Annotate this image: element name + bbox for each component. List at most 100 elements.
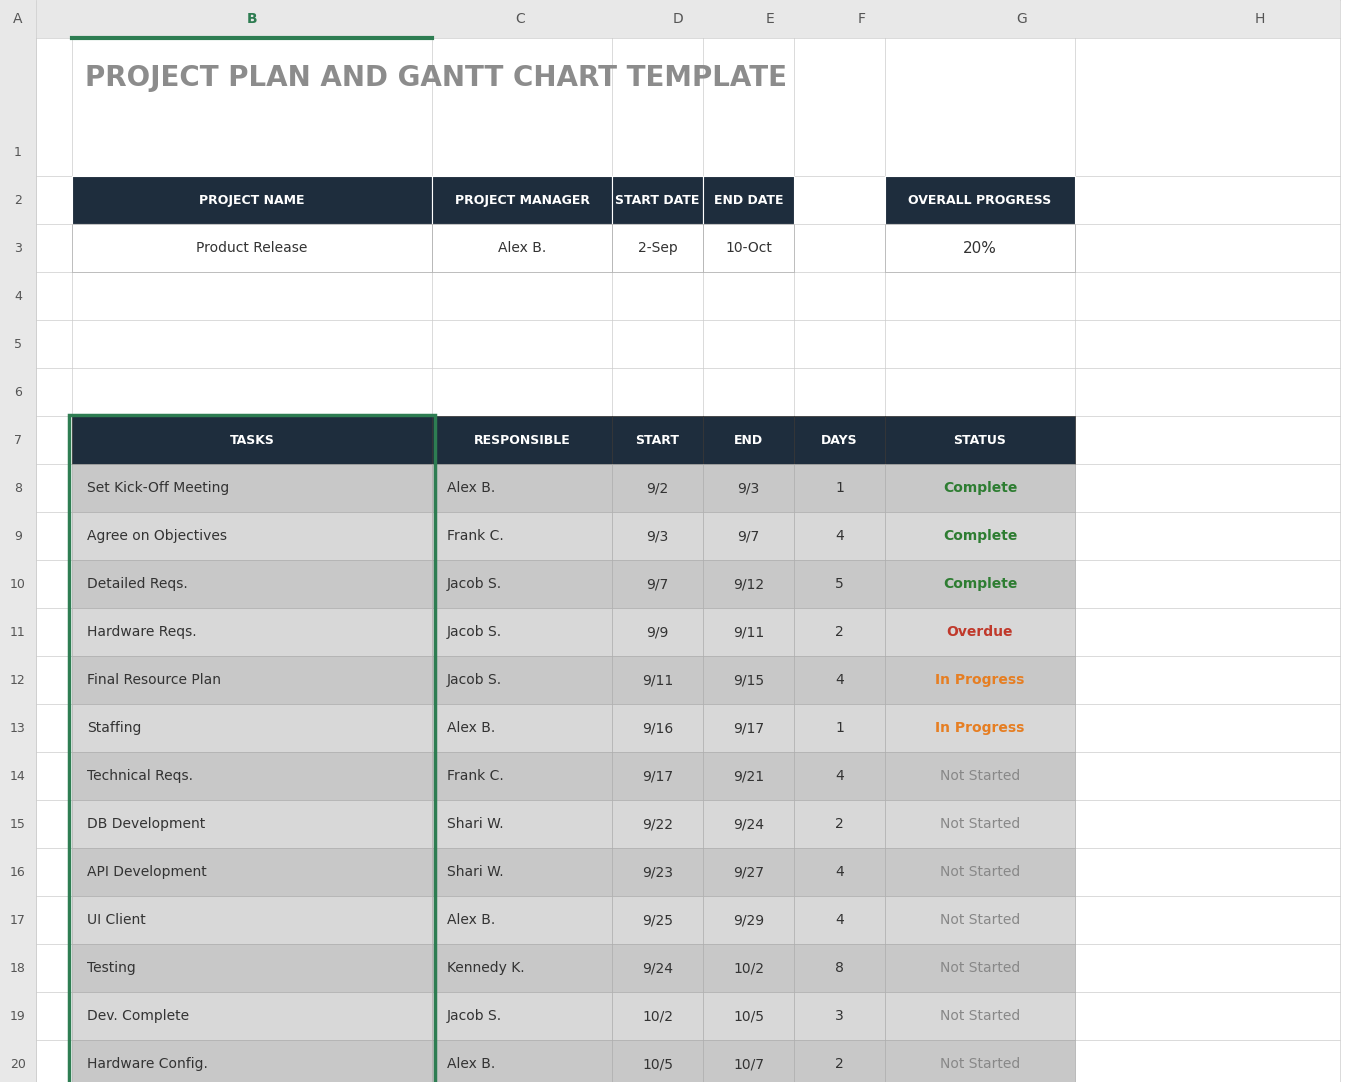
Text: Detailed Reqs.: Detailed Reqs. <box>86 577 188 591</box>
Text: 12: 12 <box>11 673 26 686</box>
Bar <box>612 752 703 800</box>
Bar <box>72 656 432 704</box>
Text: UI Client: UI Client <box>86 913 146 927</box>
Bar <box>703 992 794 1040</box>
Text: 9/16: 9/16 <box>641 721 674 735</box>
Bar <box>432 656 612 704</box>
Text: Product Release: Product Release <box>196 241 308 255</box>
Bar <box>612 704 703 752</box>
Text: 10/5: 10/5 <box>643 1057 674 1071</box>
Text: Overdue: Overdue <box>946 625 1014 639</box>
Text: 4: 4 <box>836 769 844 783</box>
Bar <box>886 944 1075 992</box>
Bar <box>794 464 886 512</box>
Text: 10/2: 10/2 <box>643 1010 674 1022</box>
Text: 10/5: 10/5 <box>733 1010 764 1022</box>
Text: 9/7: 9/7 <box>737 529 760 543</box>
Text: 11: 11 <box>11 625 26 638</box>
Text: PROJECT NAME: PROJECT NAME <box>200 194 305 207</box>
Bar <box>886 896 1075 944</box>
Bar <box>72 848 432 896</box>
Bar <box>703 176 794 224</box>
Bar <box>612 224 703 272</box>
Text: 10-Oct: 10-Oct <box>725 241 772 255</box>
Text: Not Started: Not Started <box>940 961 1021 975</box>
Bar <box>886 512 1075 560</box>
Bar <box>612 896 703 944</box>
Text: 16: 16 <box>11 866 26 879</box>
Bar <box>432 176 612 224</box>
Text: 4: 4 <box>14 290 22 303</box>
Text: 9/17: 9/17 <box>733 721 764 735</box>
Text: Alex B.: Alex B. <box>447 1057 495 1071</box>
Bar <box>432 224 612 272</box>
Text: 7: 7 <box>14 434 22 447</box>
Bar <box>432 800 612 848</box>
Text: Final Resource Plan: Final Resource Plan <box>86 673 221 687</box>
Text: 9/24: 9/24 <box>733 817 764 831</box>
Bar <box>703 704 794 752</box>
Text: 9/25: 9/25 <box>643 913 674 927</box>
Bar <box>703 415 794 464</box>
Text: C: C <box>516 12 525 26</box>
Text: API Development: API Development <box>86 865 207 879</box>
Text: 9/3: 9/3 <box>647 529 668 543</box>
Bar <box>612 992 703 1040</box>
Bar <box>703 512 794 560</box>
Bar <box>612 512 703 560</box>
Bar <box>794 415 886 464</box>
Bar <box>794 944 886 992</box>
Text: 9/27: 9/27 <box>733 865 764 879</box>
Text: Jacob S.: Jacob S. <box>447 625 502 639</box>
Bar <box>794 896 886 944</box>
Bar <box>886 704 1075 752</box>
Bar <box>72 896 432 944</box>
Text: Jacob S.: Jacob S. <box>447 673 502 687</box>
Bar <box>886 656 1075 704</box>
Bar <box>432 704 612 752</box>
Text: D: D <box>672 12 683 26</box>
Text: 9/15: 9/15 <box>733 673 764 687</box>
Text: 9/17: 9/17 <box>643 769 674 783</box>
Bar <box>432 848 612 896</box>
Text: Agree on Objectives: Agree on Objectives <box>86 529 227 543</box>
Bar <box>794 1040 886 1082</box>
Text: 9/24: 9/24 <box>643 961 674 975</box>
Text: 20: 20 <box>9 1057 26 1070</box>
Text: 17: 17 <box>9 913 26 926</box>
Bar <box>794 992 886 1040</box>
Bar <box>794 752 886 800</box>
Text: In Progress: In Progress <box>936 721 1025 735</box>
Text: Jacob S.: Jacob S. <box>447 577 502 591</box>
Text: 5: 5 <box>836 577 844 591</box>
Bar <box>886 415 1075 464</box>
Bar <box>432 896 612 944</box>
Bar <box>612 848 703 896</box>
Text: 8: 8 <box>836 961 844 975</box>
Text: Alex B.: Alex B. <box>498 241 547 255</box>
Text: START DATE: START DATE <box>616 194 699 207</box>
Text: Not Started: Not Started <box>940 769 1021 783</box>
Text: 4: 4 <box>836 865 844 879</box>
Text: Technical Reqs.: Technical Reqs. <box>86 769 193 783</box>
Text: 9/3: 9/3 <box>737 481 760 494</box>
Bar <box>72 176 432 224</box>
Bar <box>432 464 612 512</box>
Text: Kennedy K.: Kennedy K. <box>447 961 525 975</box>
Text: G: G <box>1017 12 1027 26</box>
Bar <box>72 752 432 800</box>
Text: Alex B.: Alex B. <box>447 913 495 927</box>
Text: 2: 2 <box>836 625 844 639</box>
Text: 9/23: 9/23 <box>643 865 674 879</box>
Text: END DATE: END DATE <box>714 194 783 207</box>
Bar <box>794 656 886 704</box>
Text: END: END <box>734 434 763 447</box>
Bar <box>0 0 36 1082</box>
Text: 4: 4 <box>836 673 844 687</box>
Text: 9/2: 9/2 <box>647 481 668 494</box>
Text: A: A <box>12 12 22 26</box>
Bar <box>432 560 612 608</box>
Bar <box>612 415 703 464</box>
Bar <box>612 800 703 848</box>
Text: H: H <box>1254 12 1265 26</box>
